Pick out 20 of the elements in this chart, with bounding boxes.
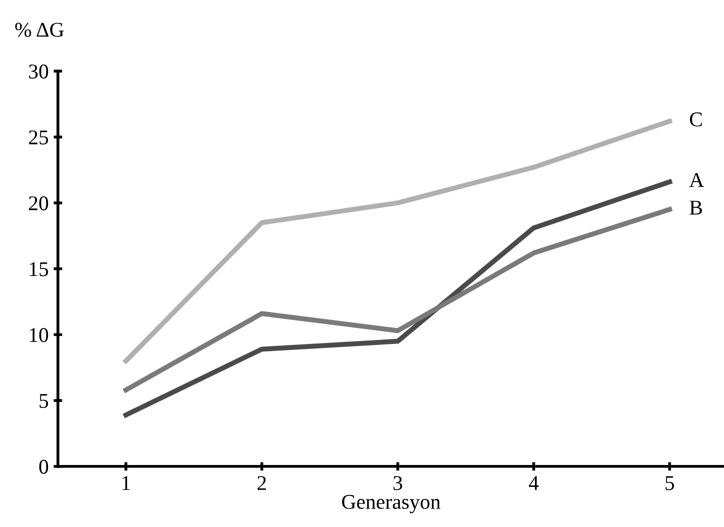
series-label: B [690,200,702,215]
x-tick-label: 3 [394,476,402,490]
y-tick-label: 30 [29,64,48,79]
series-label: A [689,173,704,187]
y-tick-label: 10 [30,328,48,342]
y-tick-label: 25 [28,130,48,144]
y-tick-label: 0 [39,460,48,474]
line-series [123,118,672,364]
y-tick-label: 15 [30,262,48,276]
line-series [123,207,672,392]
y-axis-title: % ΔG [15,22,64,37]
x-tick-label: 4 [528,476,539,490]
x-tick-label: 5 [666,476,674,490]
line-series [123,179,672,418]
x-tick-label: 2 [258,476,266,490]
x-axis-title: Generasyon [342,494,440,514]
x-tick-label: 1 [122,476,130,490]
series-label: C [690,112,702,126]
y-tick-label: 5 [40,394,48,408]
y-tick-label: 20 [28,196,48,210]
